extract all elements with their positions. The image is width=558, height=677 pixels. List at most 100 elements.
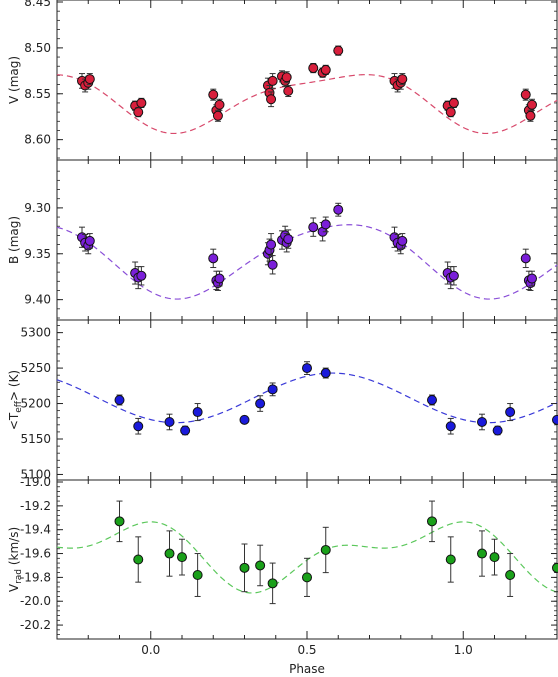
panel-frame-B — [56, 159, 558, 321]
data-point-Vrad — [114, 516, 125, 527]
x-tick-label: 1.0 — [454, 643, 473, 657]
data-point-Vrad — [427, 516, 437, 527]
data-point-B — [333, 204, 344, 215]
data-point-Vrad — [445, 554, 456, 565]
data-point-V — [448, 97, 459, 108]
y-tick-label-V: 8.50 — [24, 41, 51, 55]
data-point-V — [267, 75, 278, 86]
data-point-Vrad — [477, 548, 487, 559]
y-axis-label-rest: > (K) — [7, 370, 21, 401]
data-point-Teff — [133, 421, 144, 432]
x-axis-label: Phase — [289, 662, 325, 676]
panel-Teff: 5100 5150 5200 5250 5300 <Teff> (K) — [7, 319, 558, 481]
data-point-V — [214, 99, 225, 110]
data-point-V — [527, 99, 537, 110]
x-tick-label: 0.0 — [141, 643, 160, 657]
y-axis-label-B: B (mag) — [7, 216, 21, 264]
data-point-V — [133, 107, 144, 118]
data-point-B — [267, 259, 278, 270]
y-axis-label-Teff: <Teff> (K) — [7, 370, 24, 430]
data-point-Vrad — [552, 562, 558, 573]
y-tick-label-Teff: 5300 — [20, 326, 51, 340]
data-point-Vrad — [320, 544, 331, 555]
data-point-V — [308, 63, 319, 74]
y-tick-label-Vrad: -19.6 — [20, 547, 51, 561]
data-point-B — [527, 273, 537, 284]
data-point-V — [520, 89, 531, 100]
y-axis-label-main: V (mag) — [7, 56, 21, 104]
data-point-B — [283, 234, 294, 245]
y-tick-label-V: 8.55 — [24, 87, 51, 101]
y-tick-label-B: 9.30 — [24, 201, 51, 215]
data-point-B — [266, 239, 277, 250]
y-tick-label-Vrad: -20.2 — [20, 618, 51, 632]
data-point-Teff — [445, 421, 456, 432]
x-tick-label: 0.5 — [297, 643, 316, 657]
data-point-Teff — [427, 395, 437, 405]
panel-B: 9.30 9.35 9.40 B (mag) — [7, 159, 558, 321]
data-point-V — [333, 45, 344, 56]
y-tick-label-Teff: 5200 — [20, 397, 51, 411]
y-tick-label-Vrad: -19.4 — [20, 523, 51, 537]
y-tick-label-Vrad: -19.0 — [20, 475, 51, 489]
y-axis-label-subscript: eff — [14, 400, 24, 413]
data-point-V — [445, 107, 456, 118]
data-point-Teff — [267, 384, 278, 395]
data-point-Vrad — [177, 552, 187, 563]
data-point-Teff — [192, 407, 203, 418]
data-point-Teff — [255, 398, 266, 409]
data-point-B — [214, 273, 225, 284]
data-point-Teff — [477, 416, 487, 427]
y-axis-label-Vrad: Vrad (km/s) — [7, 527, 24, 592]
y-tick-label-V: 8.45 — [24, 0, 51, 9]
y-axis-label-main: V — [7, 583, 21, 592]
data-point-V — [136, 97, 147, 108]
data-point-Teff — [239, 414, 250, 425]
data-point-Teff — [505, 407, 516, 418]
data-point-B — [84, 235, 95, 246]
panel-V: 8.45 8.50 8.55 8.60 V (mag) — [7, 0, 558, 161]
data-point-V — [525, 110, 536, 121]
data-point-Vrad — [164, 548, 175, 559]
data-point-B — [320, 219, 331, 230]
data-point-Teff — [492, 425, 503, 436]
model-curve-Teff — [56, 372, 558, 424]
data-point-V — [84, 74, 95, 85]
data-point-V — [281, 72, 292, 83]
y-tick-label-B: 9.40 — [24, 293, 51, 307]
data-point-Vrad — [302, 572, 312, 583]
y-tick-label-Teff: 5150 — [20, 432, 51, 446]
y-tick-label-Teff: 5100 — [20, 467, 51, 481]
model-curve-V — [56, 74, 558, 135]
y-tick-label-Vrad: -19.2 — [20, 499, 51, 513]
data-point-V — [397, 74, 408, 85]
y-tick-label-Vrad: -20.0 — [20, 594, 51, 608]
y-axis-label-V: V (mag) — [7, 56, 21, 104]
y-tick-label-V: 8.60 — [24, 133, 51, 147]
data-point-B — [136, 270, 147, 281]
y-axis-label-main: B (mag) — [7, 216, 21, 264]
data-point-Vrad — [255, 560, 266, 571]
data-point-V — [266, 94, 277, 105]
data-point-V — [320, 64, 331, 75]
data-point-B — [208, 253, 219, 264]
data-point-Vrad — [239, 562, 250, 573]
panels-group: 8.45 8.50 8.55 8.60 V (mag) 9.30 9.35 9.40 B (ma… — [7, 0, 558, 657]
panel-frame-V — [56, 0, 558, 161]
y-tick-label-B: 9.35 — [24, 247, 51, 261]
y-tick-label-Vrad: -19.8 — [20, 570, 51, 584]
data-point-Teff — [180, 425, 191, 436]
data-point-Vrad — [267, 578, 278, 589]
data-point-Vrad — [489, 552, 500, 563]
data-point-Teff — [552, 414, 558, 425]
y-axis-label-subscript: rad — [14, 569, 24, 584]
data-point-Vrad — [192, 570, 203, 580]
y-tick-label-Teff: 5250 — [20, 361, 51, 375]
data-point-Teff — [164, 416, 175, 427]
data-point-V — [208, 89, 219, 100]
data-point-V — [283, 86, 294, 97]
data-point-B — [448, 270, 459, 281]
y-axis-label-main: <T — [7, 412, 21, 430]
data-point-Teff — [114, 395, 125, 405]
